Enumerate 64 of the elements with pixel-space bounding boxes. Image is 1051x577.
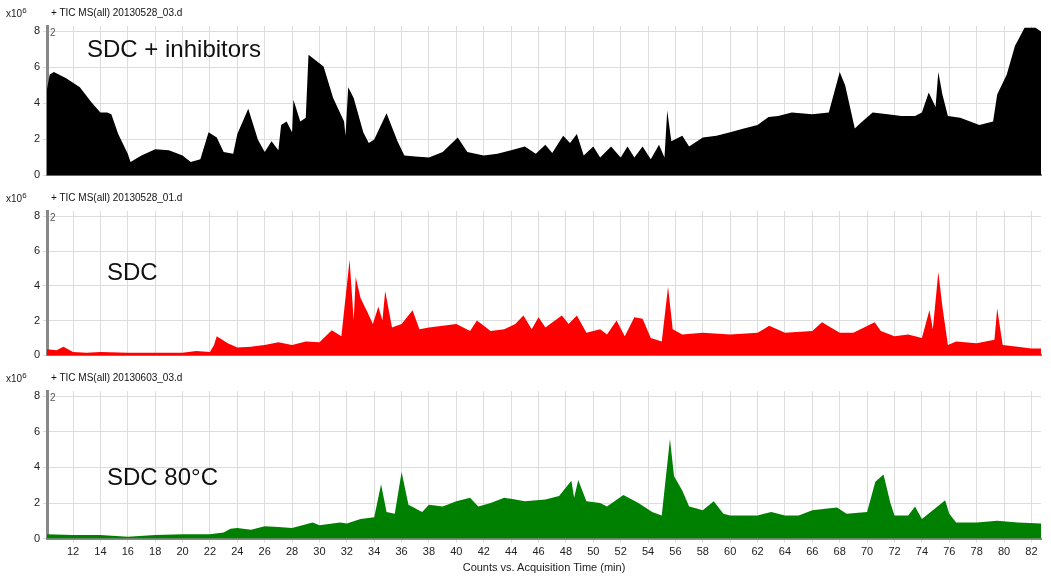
annotation: 2 bbox=[50, 26, 56, 38]
x-tick-label: 78 bbox=[970, 545, 983, 558]
x-tick-label: 28 bbox=[285, 545, 299, 558]
x-tick-label: 36 bbox=[395, 545, 408, 558]
x-tick-label: 70 bbox=[860, 545, 874, 558]
y-tick-label: 8 bbox=[33, 209, 40, 222]
y-tick-label: 2 bbox=[33, 496, 40, 509]
y-tick-label: 6 bbox=[33, 244, 40, 257]
annotation: 2 bbox=[50, 391, 56, 403]
x-tick-label: 56 bbox=[669, 545, 682, 558]
x-tick-label: 48 bbox=[559, 545, 573, 558]
y-tick-label: 6 bbox=[33, 424, 40, 437]
y-tick-label: 4 bbox=[33, 96, 40, 109]
x-tick-label: 62 bbox=[751, 545, 764, 558]
x-tick-label: 72 bbox=[888, 545, 901, 558]
x-tick-label: 12 bbox=[66, 545, 80, 558]
x-tick-label: 20 bbox=[176, 545, 189, 558]
y-tick-label: 2 bbox=[33, 313, 40, 326]
x-tick-label: 54 bbox=[641, 545, 655, 558]
x-tick-label: 50 bbox=[587, 545, 600, 558]
x-tick-label: 76 bbox=[943, 545, 956, 558]
y-tick-label: 8 bbox=[33, 24, 40, 37]
y-axis-title: x10$^{6}$ bbox=[6, 371, 27, 385]
x-tick-label: 60 bbox=[724, 545, 737, 558]
chart-title: + TIC MS(all) 20130528_01.d bbox=[51, 191, 183, 203]
chart-title: + TIC MS(all) 20130528_03.d bbox=[51, 6, 183, 18]
x-tick-label: 32 bbox=[340, 545, 353, 558]
x-tick-label: 80 bbox=[997, 545, 1011, 558]
x-tick-label: 40 bbox=[450, 545, 463, 558]
annotation: SDC + inhibitors bbox=[87, 34, 262, 62]
x-tick-label: 58 bbox=[696, 545, 709, 558]
y-tick-label: 6 bbox=[33, 60, 40, 73]
y-axis-title: x10$^{6}$ bbox=[6, 191, 27, 205]
x-tick-label: 68 bbox=[833, 545, 846, 558]
x-tick-label: 42 bbox=[477, 545, 490, 558]
x-axis-title: Counts vs. Acquisition Time (min) bbox=[462, 561, 626, 574]
x-tick-label: 16 bbox=[121, 545, 134, 558]
x-tick-label: 30 bbox=[313, 545, 326, 558]
x-tick-label: 46 bbox=[532, 545, 545, 558]
x-tick-label: 24 bbox=[231, 545, 244, 558]
x-tick-label: 66 bbox=[806, 545, 819, 558]
x-tick-label: 44 bbox=[505, 545, 518, 558]
x-tick-label: 38 bbox=[422, 545, 436, 558]
annotation: 2 bbox=[50, 211, 56, 223]
y-tick-label: 8 bbox=[33, 389, 40, 402]
x-tick-label: 82 bbox=[1025, 545, 1038, 558]
y-tick-label: 0 bbox=[33, 348, 40, 361]
y-tick-label: 4 bbox=[33, 460, 40, 473]
x-tick-label: 34 bbox=[368, 545, 381, 558]
x-tick-label: 14 bbox=[94, 545, 107, 558]
x-tick-label: 22 bbox=[203, 545, 217, 558]
y-tick-label: 2 bbox=[33, 132, 40, 145]
x-tick-label: 52 bbox=[614, 545, 627, 558]
x-tick-label: 18 bbox=[149, 545, 162, 558]
x-tick-label: 74 bbox=[915, 545, 929, 558]
y-axis-title: x10$^{6}$ bbox=[6, 6, 27, 20]
y-tick-label: 0 bbox=[33, 168, 40, 181]
y-tick-label: 4 bbox=[33, 278, 40, 291]
chart-title: + TIC MS(all) 20130603_03.d bbox=[51, 371, 183, 383]
y-tick-label: 0 bbox=[33, 531, 40, 544]
x-tick-label: 64 bbox=[778, 545, 792, 558]
annotation: SDC 80°C bbox=[107, 462, 218, 490]
annotation: SDC bbox=[107, 257, 158, 285]
x-tick-label: 26 bbox=[258, 545, 271, 558]
